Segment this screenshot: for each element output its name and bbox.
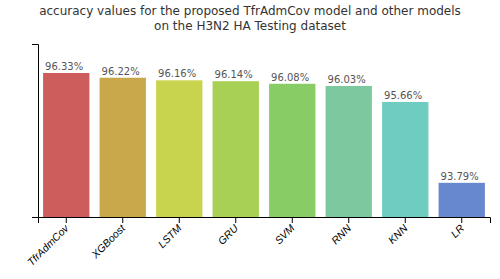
bar (156, 80, 202, 217)
x-tick-mark (461, 217, 462, 223)
bar (326, 86, 372, 217)
data-label: 96.16% (158, 68, 196, 79)
x-tick-label: RNN (329, 222, 354, 247)
x-tick: RNN (329, 217, 354, 246)
y-axis-line (32, 45, 39, 218)
x-tick-label: XGBoost (88, 221, 128, 261)
bar (382, 102, 428, 217)
x-tick: TfrAdmCov (25, 217, 72, 268)
bar (100, 78, 146, 217)
x-tick-mark (235, 217, 236, 223)
bar (439, 183, 485, 217)
data-label: 96.08% (271, 72, 309, 83)
y-axis (32, 45, 39, 218)
x-tick: SVM (272, 217, 297, 246)
x-tick-mark (405, 217, 406, 223)
x-tick: GRU (215, 217, 240, 247)
x-tick: LR (448, 217, 466, 240)
x-tick-mark (179, 217, 180, 223)
x-tick-label: KNN (386, 222, 410, 246)
x-tick-mark (292, 217, 293, 223)
bar (269, 84, 315, 217)
x-axis: TfrAdmCov XGBoost LSTM GRU SVM RNN KNN LR (25, 217, 491, 268)
data-label: 96.33% (45, 61, 83, 72)
title: accuracy values for the proposed TfrAdmC… (39, 4, 461, 33)
x-axis-line (39, 218, 491, 224)
data-label: 96.22% (102, 66, 140, 77)
bars (43, 73, 485, 217)
x-tick: XGBoost (88, 217, 128, 261)
x-tick-mark (348, 217, 349, 223)
bar (43, 73, 89, 217)
x-tick-label: LSTM (155, 222, 183, 250)
data-label: 93.79% (441, 171, 479, 182)
data-label: 96.03% (328, 74, 366, 85)
x-tick-mark (66, 217, 67, 223)
bar (213, 81, 259, 217)
x-tick: KNN (386, 217, 410, 246)
x-tick-label: TfrAdmCov (25, 221, 72, 268)
data-labels: 96.33% 96.22% 96.16% 96.14% 96.08% 96.03% 95.6… (45, 61, 479, 182)
plot: TfrAdmCov XGBoost LSTM GRU SVM RNN KNN LR 96.33%… (25, 45, 491, 268)
data-label: 96.14% (215, 69, 253, 80)
data-label: 95.66% (384, 90, 422, 101)
x-tick-label: GRU (215, 222, 240, 247)
x-tick: LSTM (155, 217, 183, 250)
x-tick-label: SVM (272, 222, 297, 247)
x-tick-mark (122, 217, 123, 223)
x-tick-label: LR (448, 222, 466, 240)
chart: accuracy values for the proposed TfrAdmC… (0, 0, 500, 279)
